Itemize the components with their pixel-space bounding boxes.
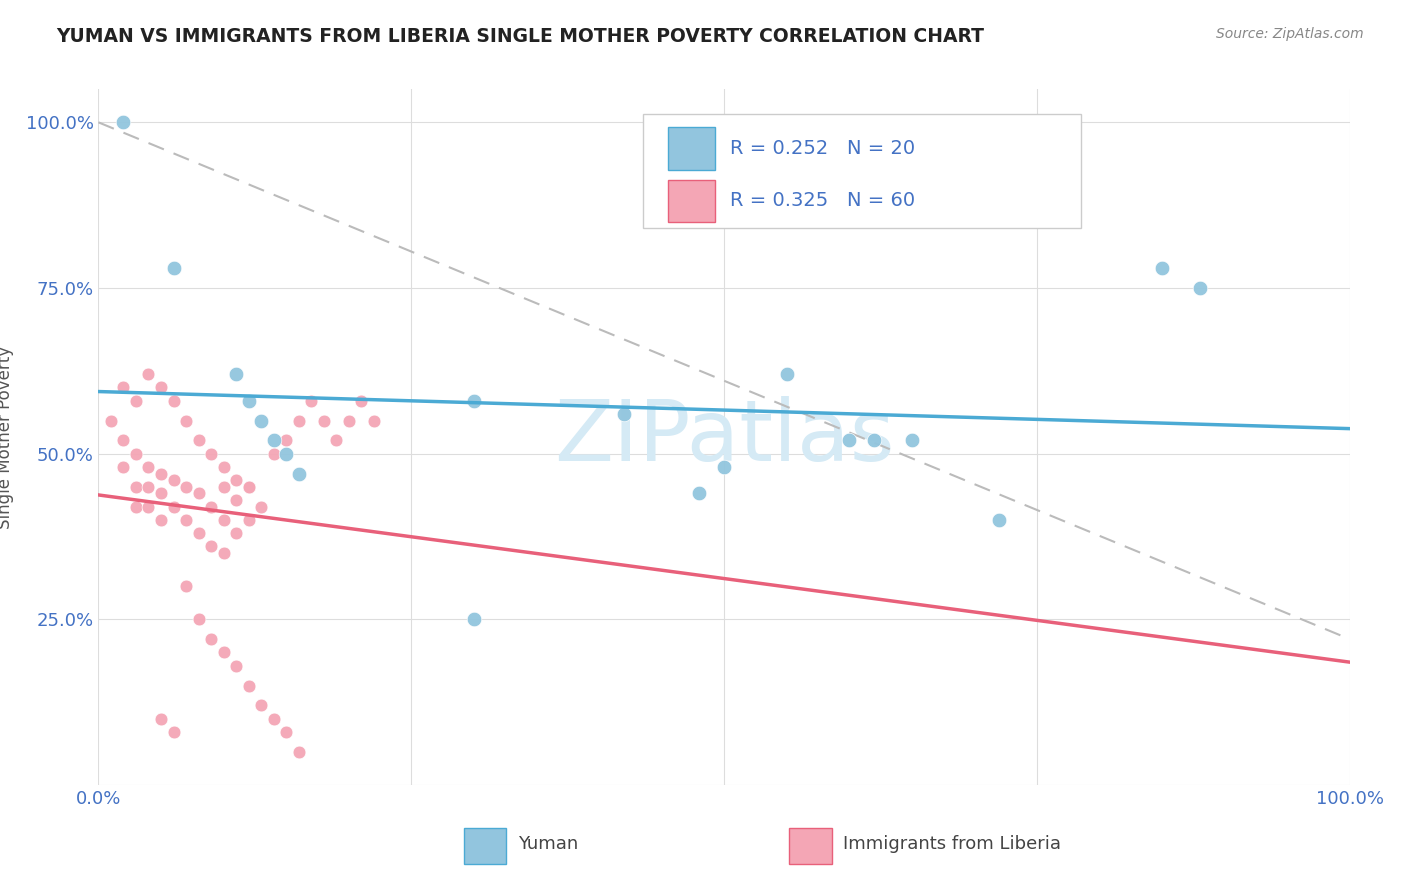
Text: Immigrants from Liberia: Immigrants from Liberia xyxy=(844,835,1062,853)
Point xyxy=(238,480,260,494)
Point xyxy=(112,434,135,448)
Point xyxy=(337,413,360,427)
Point xyxy=(225,367,247,381)
Point xyxy=(200,540,222,554)
Text: Source: ZipAtlas.com: Source: ZipAtlas.com xyxy=(1216,27,1364,41)
Point xyxy=(225,493,247,508)
Point xyxy=(150,712,173,726)
Point xyxy=(1188,281,1211,295)
Point xyxy=(463,612,485,626)
FancyBboxPatch shape xyxy=(464,828,506,863)
Point xyxy=(138,459,160,474)
Point xyxy=(225,658,247,673)
Point xyxy=(200,500,222,514)
Point xyxy=(225,526,247,541)
Point xyxy=(863,434,886,448)
Point xyxy=(299,393,322,408)
Point xyxy=(112,380,135,394)
Point xyxy=(162,393,184,408)
Point xyxy=(688,486,710,500)
Point xyxy=(112,459,135,474)
Point xyxy=(238,679,260,693)
FancyBboxPatch shape xyxy=(789,828,832,863)
Point xyxy=(174,579,197,593)
Point xyxy=(162,500,184,514)
Point xyxy=(776,367,799,381)
Point xyxy=(162,725,184,739)
Point xyxy=(287,745,309,759)
Point xyxy=(463,393,485,408)
Point xyxy=(325,434,347,448)
Point xyxy=(312,413,335,427)
Point xyxy=(150,467,173,481)
Point xyxy=(988,513,1011,527)
Point xyxy=(174,480,197,494)
Point xyxy=(150,513,173,527)
Point xyxy=(112,115,135,129)
Point xyxy=(613,407,636,421)
Text: R = 0.325   N = 60: R = 0.325 N = 60 xyxy=(730,192,915,211)
Point xyxy=(125,393,148,408)
Point xyxy=(138,480,160,494)
FancyBboxPatch shape xyxy=(643,113,1081,228)
Point xyxy=(212,459,235,474)
Point xyxy=(274,725,298,739)
Point xyxy=(900,434,922,448)
Text: Yuman: Yuman xyxy=(517,835,578,853)
Point xyxy=(225,473,247,487)
Point xyxy=(263,434,285,448)
Point xyxy=(125,447,148,461)
Point xyxy=(350,393,373,408)
Point xyxy=(212,480,235,494)
Point xyxy=(263,712,285,726)
Y-axis label: Single Mother Poverty: Single Mother Poverty xyxy=(0,345,14,529)
Point xyxy=(250,500,273,514)
Point xyxy=(238,393,260,408)
Point xyxy=(838,434,860,448)
Point xyxy=(187,486,209,500)
Point xyxy=(263,447,285,461)
Point xyxy=(138,367,160,381)
Point xyxy=(713,459,735,474)
Point xyxy=(200,447,222,461)
Point xyxy=(250,698,273,713)
Point xyxy=(174,413,197,427)
Point xyxy=(150,380,173,394)
Point xyxy=(125,480,148,494)
Point xyxy=(212,546,235,560)
Point xyxy=(150,486,173,500)
Point xyxy=(274,434,298,448)
Point xyxy=(238,513,260,527)
Point xyxy=(250,413,273,427)
FancyBboxPatch shape xyxy=(668,128,716,169)
Point xyxy=(287,413,309,427)
Point xyxy=(212,513,235,527)
FancyBboxPatch shape xyxy=(668,179,716,222)
Point xyxy=(162,473,184,487)
Text: ZIPatlas: ZIPatlas xyxy=(554,395,894,479)
Point xyxy=(125,500,148,514)
Text: YUMAN VS IMMIGRANTS FROM LIBERIA SINGLE MOTHER POVERTY CORRELATION CHART: YUMAN VS IMMIGRANTS FROM LIBERIA SINGLE … xyxy=(56,27,984,45)
Point xyxy=(287,467,309,481)
Point xyxy=(162,261,184,276)
Point xyxy=(187,526,209,541)
Point xyxy=(200,632,222,647)
Point xyxy=(238,480,260,494)
Point xyxy=(274,447,298,461)
Point xyxy=(212,645,235,659)
Point xyxy=(100,413,122,427)
Point xyxy=(138,500,160,514)
Point xyxy=(174,513,197,527)
Point xyxy=(363,413,385,427)
Text: R = 0.252   N = 20: R = 0.252 N = 20 xyxy=(730,139,915,158)
Point xyxy=(1150,261,1173,276)
Point xyxy=(187,612,209,626)
Point xyxy=(187,434,209,448)
